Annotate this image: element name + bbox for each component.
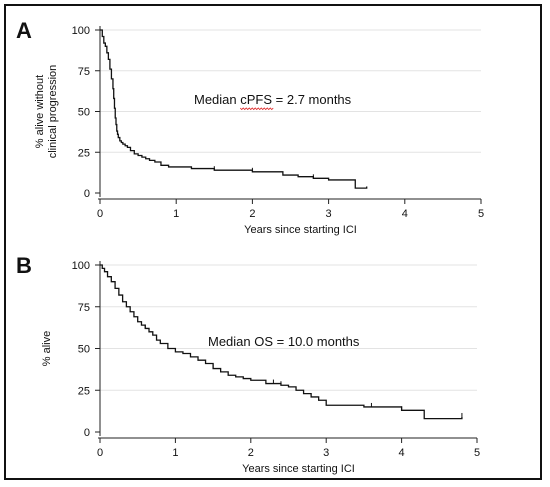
panel-a-y-tick-label: 0 [84,188,90,200]
panel-a-x-tick-label: 0 [97,208,103,220]
panel-a-x-tick-label: 2 [249,208,255,220]
panel-b-y-tick-label: 100 [72,260,90,272]
panel-b-y-tick-label: 50 [78,344,90,356]
panel-a-y-axis-title: % alive without [34,75,46,148]
panel-a-y-tick-label: 25 [78,147,90,159]
panel-a-survival-curve [100,29,368,189]
panel-b-x-tick-label: 3 [323,447,329,459]
panel-b-y-tick-label: 0 [84,427,90,439]
panel-a-x-axis-title: Years since starting ICI [244,224,357,236]
panel-b-survival-curve [100,264,463,420]
panel-a-x-tick-label: 4 [402,208,408,220]
panel-b-x-tick-label: 4 [399,447,405,459]
figure-frame [4,4,542,480]
panel-b-letter: B [16,253,32,278]
panel-b-y-axis-title: % alive [41,331,53,366]
panel-b-median-annotation: Median OS = 10.0 months [208,334,360,349]
panel-a-y-tick-label: 75 [78,66,90,78]
panel-b-x-tick-label: 0 [97,447,103,459]
panel-b-x-tick-label: 2 [248,447,254,459]
panel-a-spellcheck-underline [239,107,274,111]
panel-a-letter: A [16,18,32,43]
panel-a-y-tick-label: 100 [72,25,90,37]
panel-a-x-tick-label: 5 [478,208,484,220]
panel-b-x-tick-label: 5 [474,447,480,459]
panel-a-y-axis-title: clinical progression [47,65,59,159]
panel-b-y-tick-label: 25 [78,385,90,397]
panel-a-median-annotation: Median cPFS = 2.7 months [194,92,352,107]
panel-b-y-tick-label: 75 [78,302,90,314]
panel-b-x-tick-label: 1 [172,447,178,459]
panel-a-y-tick-label: 50 [78,107,90,119]
panel-a-x-tick-label: 1 [173,208,179,220]
panel-b-x-axis-title: Years since starting ICI [242,463,355,475]
panel-a-x-tick-label: 3 [326,208,332,220]
